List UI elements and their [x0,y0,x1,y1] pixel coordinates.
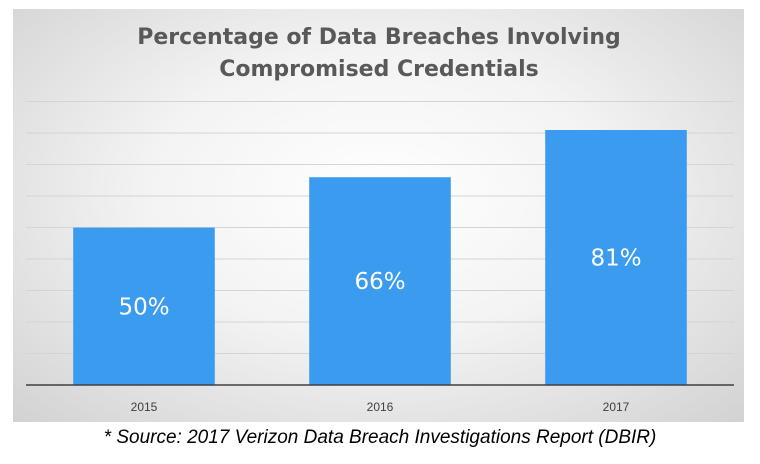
data-label-2015: 50% [118,294,169,320]
bar-2017 [545,130,687,385]
x-tick-label-2015: 2015 [131,400,158,414]
chart-title-line-2: Compromised Credentials [219,57,539,82]
x-tick-labels: 2015 2016 2017 [131,400,630,414]
bar-chart: Percentage of Data Breaches Involving Co… [26,25,734,414]
source-note: * Source: 2017 Verizon Data Breach Inves… [103,427,657,448]
x-tick-label-2017: 2017 [603,400,630,414]
x-tick-label-2016: 2016 [367,400,394,414]
data-label-2016: 66% [354,269,405,295]
bar-2015 [73,227,215,385]
bar-2016 [309,177,451,385]
chart-panel: Percentage of Data Breaches Involving Co… [13,9,744,422]
bars: 50% 66% 81% [73,130,687,385]
data-label-2017: 81% [590,246,641,272]
chart-title-line-1: Percentage of Data Breaches Involving [137,25,621,50]
